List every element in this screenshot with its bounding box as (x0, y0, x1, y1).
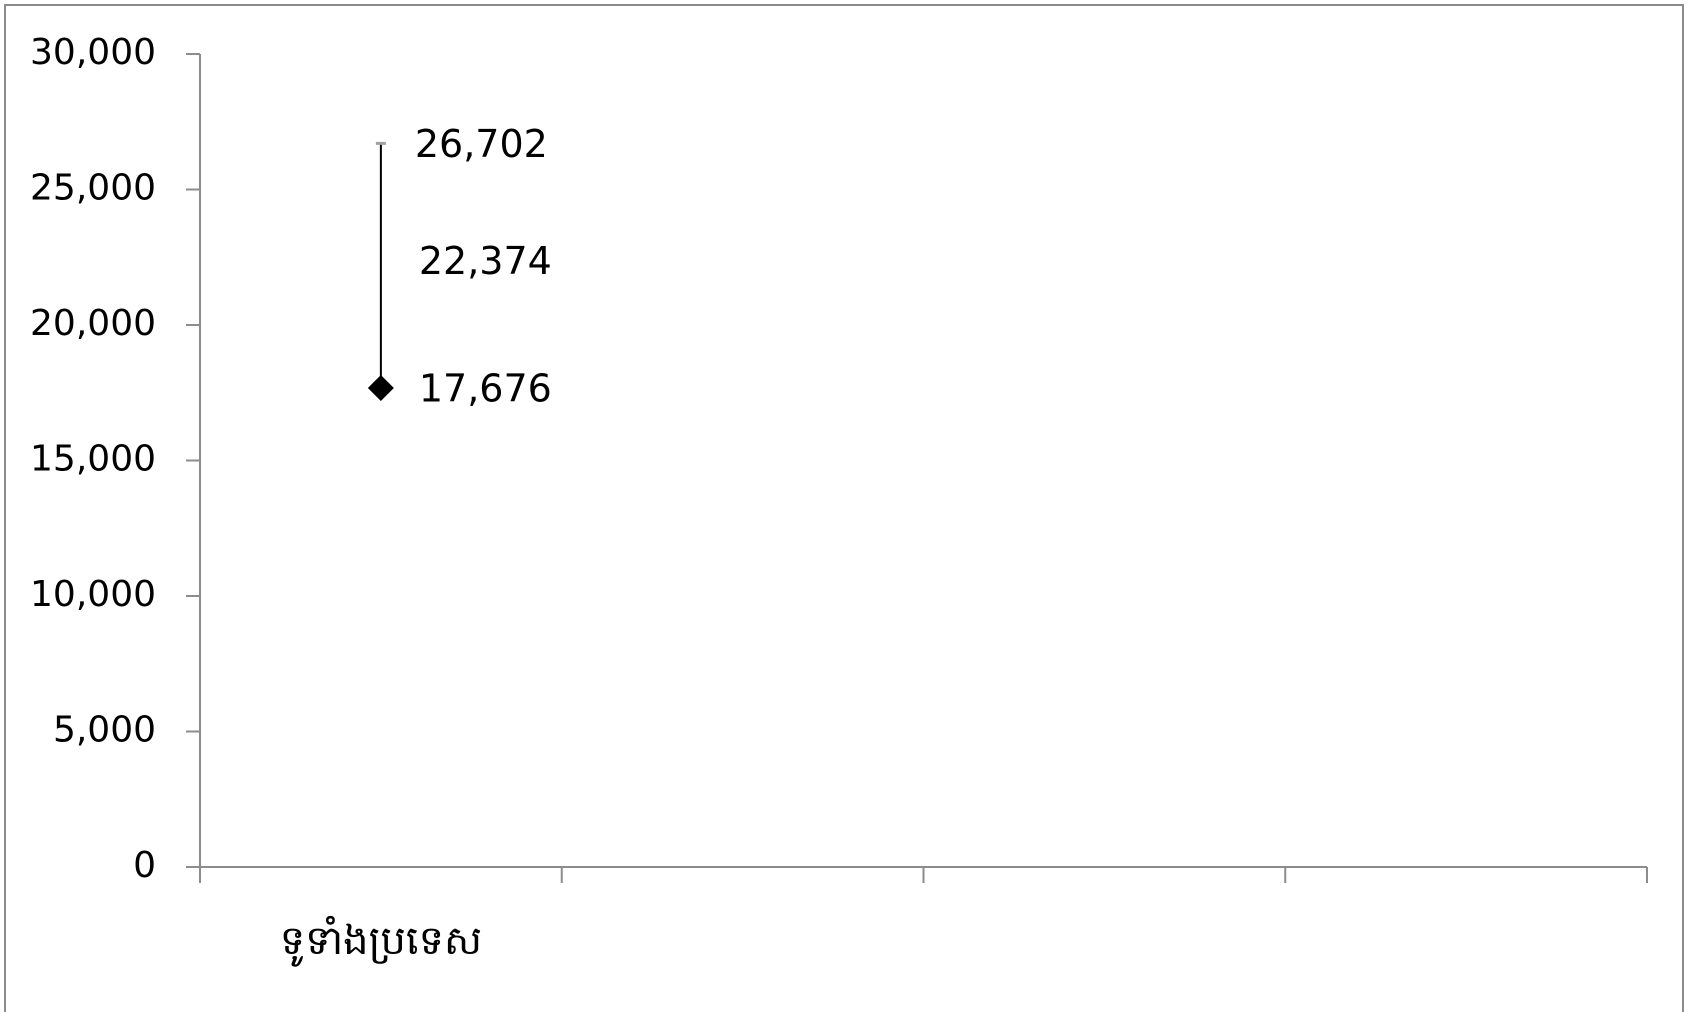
y-tick-label: 20,000 (30, 303, 156, 344)
y-tick-label: 0 (133, 845, 156, 886)
data-label: 17,676 (419, 366, 552, 410)
y-tick-label: 10,000 (30, 574, 156, 615)
y-tick-label: 30,000 (30, 32, 156, 73)
data-label: 26,702 (415, 122, 548, 166)
y-tick-label: 15,000 (30, 439, 156, 480)
data-label: 22,374 (419, 239, 552, 283)
x-tick-label: ទូទាំងប្រទេស (280, 915, 482, 967)
y-tick-label: 25,000 (30, 168, 156, 209)
chart-frame (4, 4, 1684, 1012)
point-marker (367, 374, 394, 401)
y-tick-label: 5,000 (53, 710, 156, 751)
